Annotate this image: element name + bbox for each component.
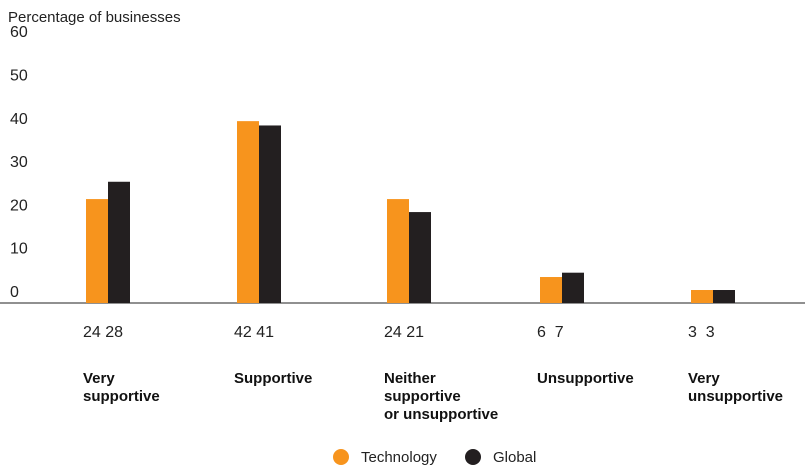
category-label: Unsupportive [537,370,634,387]
y-tick-label: 20 [10,197,28,214]
category-label: Supportive [234,370,312,387]
legend-label: Global [493,449,536,466]
y-tick-label: 30 [10,154,28,171]
data-label: 24 21 [384,324,424,341]
data-label: 42 41 [234,324,274,341]
bar-technology [237,121,259,303]
y-axis: 0 10 20 30 40 50 60 [10,24,28,301]
data-label: 24 28 [83,324,123,341]
legend: Technology Global [333,449,536,466]
y-tick-label: 0 [10,284,19,301]
y-tick-label: 10 [10,241,28,258]
bar-global [713,290,735,303]
category-label: Very unsupportive [688,370,783,405]
category-label: Very supportive [83,370,160,405]
y-tick-label: 60 [10,24,28,41]
category-label: Neither supportive or unsupportive [384,370,498,423]
data-label: 6 7 [537,324,564,341]
bar-global [108,181,130,303]
bar-global [562,272,584,303]
data-label: 3 3 [688,324,715,341]
bar-technology [387,199,409,303]
bars [86,121,735,303]
category-labels: Very supportive Supportive Neither supportiv… [83,370,783,423]
value-labels: 24 28 42 41 24 21 6 7 3 3 [83,324,715,341]
legend-swatch-technology [333,449,349,465]
bar-technology [86,199,108,303]
bar-technology [691,290,713,303]
y-tick-label: 40 [10,111,28,128]
legend-label: Technology [361,449,437,466]
chart-subtitle: Percentage of businesses [8,9,181,26]
bar-technology [540,277,562,303]
bar-global [259,125,281,303]
legend-swatch-global [465,449,481,465]
y-tick-label: 50 [10,68,28,85]
bar-global [409,212,431,303]
